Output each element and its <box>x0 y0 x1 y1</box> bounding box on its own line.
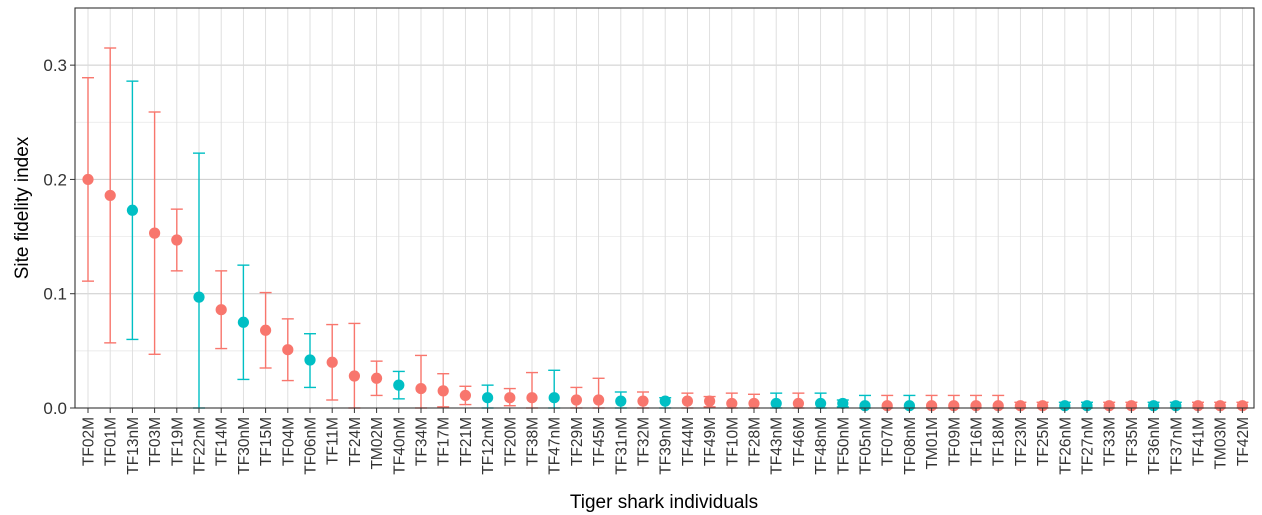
x-tick-label: TF06nM <box>303 417 320 475</box>
point-TM02M <box>371 372 383 384</box>
x-tick-label: TF23M <box>1013 417 1030 466</box>
x-tick-label: TF22nM <box>192 417 209 475</box>
x-tick-label: TF19M <box>169 417 186 466</box>
x-tick-label: TF25M <box>1035 417 1052 466</box>
point-TF17M <box>437 385 449 397</box>
x-tick-label: TF44M <box>680 417 697 466</box>
x-tick-label: TF01M <box>103 417 120 466</box>
x-tick-label: TF38M <box>525 417 542 466</box>
point-TF40nM <box>393 379 405 391</box>
point-TF11M <box>326 356 338 368</box>
x-tick-label: TF42M <box>1235 417 1252 466</box>
point-TF22nM <box>193 291 205 303</box>
point-TF28M <box>748 397 760 410</box>
point-TF19M <box>171 234 183 246</box>
point-TF24M <box>348 370 360 382</box>
plot-panel <box>75 8 1254 408</box>
point-TF47nM <box>548 392 560 404</box>
x-tick-label: TF13nM <box>125 417 142 475</box>
point-TF13nM <box>126 204 138 216</box>
y-tick-label: 0.2 <box>43 170 67 189</box>
x-tick-label: TF03M <box>147 417 164 466</box>
point-TF01M <box>104 189 116 202</box>
x-tick-label: TF31nM <box>613 417 630 475</box>
x-tick-label: TF45M <box>591 417 608 466</box>
x-tick-label: TF11M <box>325 417 342 465</box>
x-tick-label: TM01M <box>924 417 941 470</box>
x-tick-label: TF21M <box>458 417 475 466</box>
x-tick-label: TF27nM <box>1080 417 1097 475</box>
point-TF30nM <box>237 316 249 328</box>
x-tick-label: TF32M <box>636 417 653 466</box>
x-tick-label: TF35M <box>1124 417 1141 466</box>
x-tick-label: TF48nM <box>813 417 830 475</box>
point-TF34M <box>415 382 427 395</box>
point-TF29M <box>570 394 583 406</box>
x-tick-label: TF17M <box>436 417 453 466</box>
point-TF32M <box>637 395 649 407</box>
x-tick-label: TF07M <box>880 417 897 466</box>
point-TF06nM <box>304 354 316 366</box>
point-TF31nM <box>615 395 627 407</box>
x-tick-label: TF46M <box>791 417 808 466</box>
x-tick-label: TF16M <box>969 417 986 466</box>
x-tick-label: TF47nM <box>547 417 564 475</box>
x-tick-label: TF02M <box>81 417 98 466</box>
x-tick-label: TF39nM <box>658 417 675 475</box>
point-TF39nM <box>659 395 671 407</box>
x-tick-label: TF49M <box>702 417 719 466</box>
point-TF43nM <box>770 397 782 410</box>
point-TF20M <box>504 392 516 404</box>
plot-border <box>74 7 1255 409</box>
x-tick-label: TF05nM <box>858 417 875 475</box>
x-tick-label: TF33M <box>1102 417 1119 466</box>
point-TF45M <box>593 394 605 406</box>
x-axis: TF02M TF01M TF13nM TF03M TF19M TF22nM TF14M TF3… <box>81 408 1252 475</box>
point-TF48nM <box>815 397 827 410</box>
y-tick-label: 0.1 <box>43 285 67 304</box>
x-tick-label: TF28M <box>747 417 764 466</box>
x-tick-label: TF50nM <box>835 417 852 475</box>
point-TF38M <box>526 392 538 404</box>
point-TF15M <box>260 324 272 336</box>
point-TF49M <box>704 395 716 407</box>
y-tick-label: 0.3 <box>43 56 67 75</box>
x-axis-title: Tiger shark individuals <box>570 492 758 513</box>
x-tick-label: TM02M <box>369 417 386 470</box>
x-tick-label: TM03M <box>1213 417 1230 470</box>
point-TF14M <box>215 304 227 316</box>
x-tick-label: TF09M <box>946 417 963 466</box>
x-tick-label: TF30nM <box>236 417 253 475</box>
x-tick-label: TF10M <box>724 417 741 466</box>
x-tick-label: TF04M <box>280 417 297 466</box>
x-tick-label: TF24M <box>347 417 364 466</box>
x-tick-label: TF20M <box>502 417 519 466</box>
point-TF46M <box>792 397 805 410</box>
point-TF21M <box>459 389 471 402</box>
y-axis: 0.0 0.1 0.2 0.3 <box>43 56 75 418</box>
x-tick-label: TF08nM <box>902 417 919 475</box>
x-tick-label: TF12nM <box>480 417 497 475</box>
x-tick-label: TF18M <box>991 417 1008 466</box>
x-tick-label: TF14M <box>214 417 231 466</box>
x-tick-label: TF40nM <box>391 417 408 475</box>
y-axis-title: Site fidelity index <box>12 136 33 279</box>
x-tick-label: TF34M <box>414 417 431 466</box>
y-tick-label: 0.0 <box>43 399 67 418</box>
x-tick-label: TF37nM <box>1168 417 1185 475</box>
point-TF10M <box>726 397 738 410</box>
point-TF02M <box>82 173 94 186</box>
point-TF04M <box>282 344 294 356</box>
point-TF50nM <box>837 397 849 410</box>
x-tick-label: TF15M <box>258 417 275 466</box>
point-TF44M <box>681 395 694 407</box>
x-tick-label: TF36nM <box>1146 417 1163 475</box>
x-tick-label: TF26nM <box>1057 417 1074 475</box>
point-TF03M <box>149 227 161 239</box>
x-tick-label: TF43nM <box>769 417 786 475</box>
x-tick-label: TF29M <box>569 417 586 466</box>
x-tick-label: TF41M <box>1191 417 1208 466</box>
point-TF12nM <box>482 392 494 404</box>
